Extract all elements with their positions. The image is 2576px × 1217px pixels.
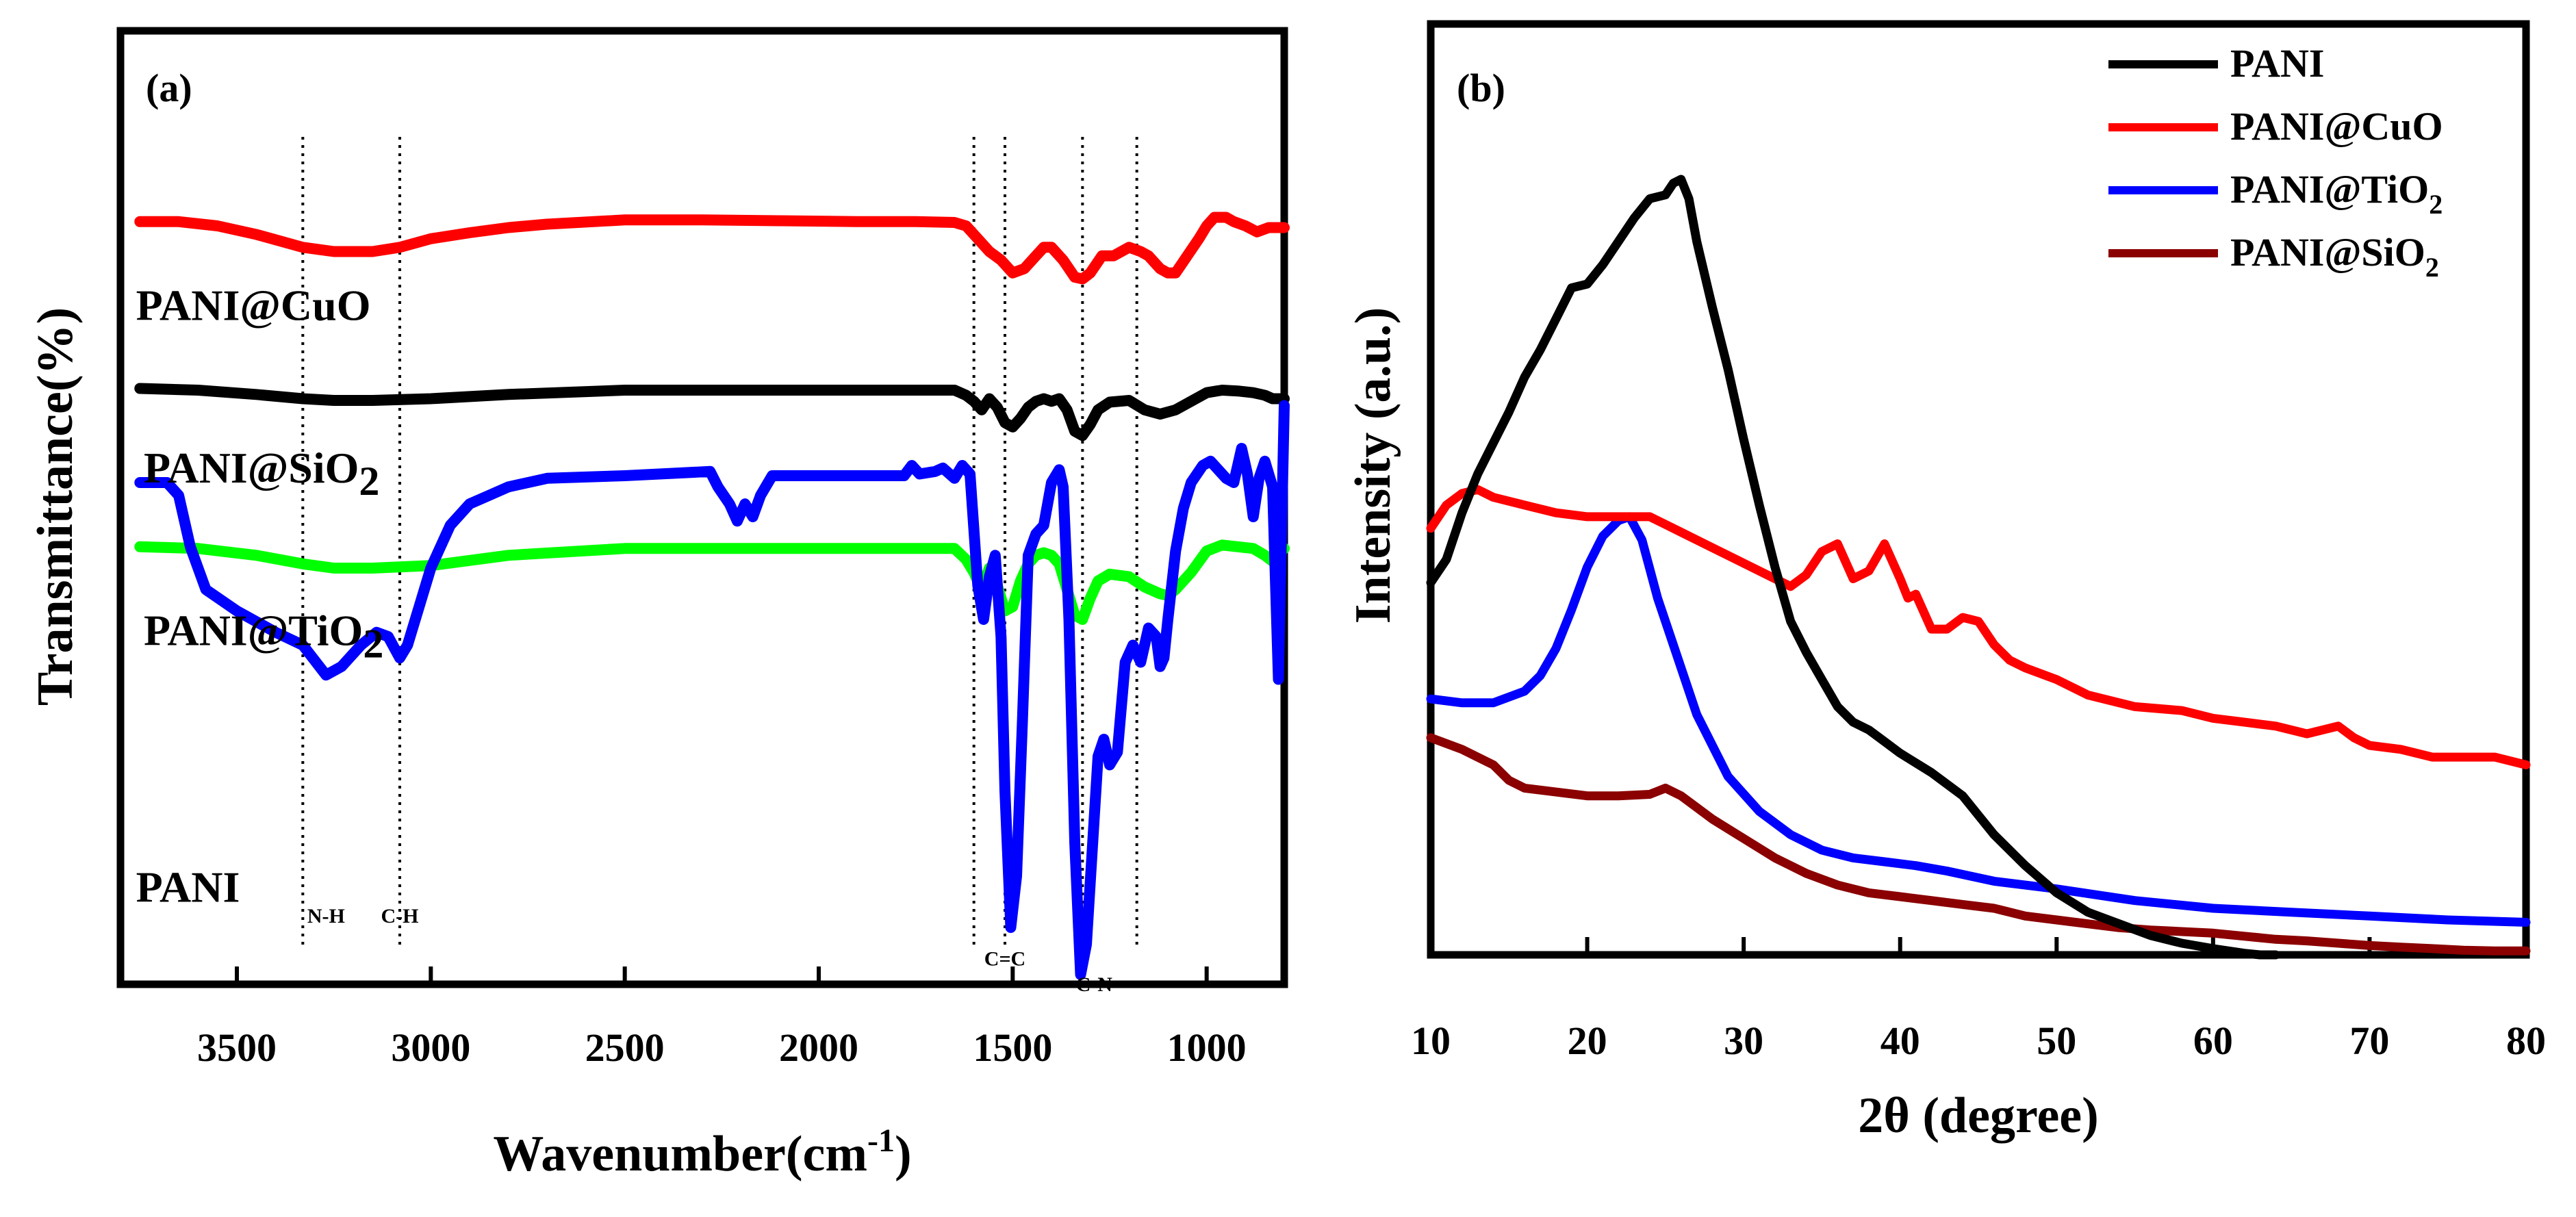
panel-b-x-tick-label: 60 [2193, 1019, 2233, 1063]
panel-b-x-tick-label: 40 [1880, 1019, 1920, 1063]
panel-a-x-tick-label: 1000 [1167, 1025, 1247, 1070]
panel-a-peak-label: C=C [984, 948, 1025, 971]
panel-b-legend-label: PANI@SiO2 [2230, 230, 2439, 283]
panel-b-label: (b) [1457, 66, 1505, 110]
panel-a-series-line-pani-sio2 [140, 389, 1284, 436]
panel-b-x-tick-label: 70 [2349, 1019, 2389, 1063]
panel-b-legend-label: PANI [2230, 41, 2324, 86]
panel-a-label: (a) [146, 66, 192, 110]
panel-a-x-tick-label: 2500 [585, 1025, 665, 1070]
panel-b-x-tick-label: 20 [1568, 1019, 1607, 1063]
panel-a-x-axis-title: Wavenumber(cm-1) [493, 1123, 911, 1182]
panel-b-x-tick-label: 80 [2506, 1019, 2546, 1063]
panel-a-frame [120, 31, 1284, 984]
panel-b-xrd-chart: (b) 10 20 30 40 50 60 70 80 PANI PANI@CuO PANI@Ti… [1345, 24, 2546, 1144]
panel-b-x-tick-label: 30 [1724, 1019, 1763, 1063]
panel-b-x-tick-label: 10 [1411, 1019, 1451, 1063]
panel-a-x-tick-label: 2000 [779, 1025, 858, 1070]
panel-a-ftir-chart: (a) 3500 3000 2500 2000 1500 1000 PANI@CuO PAN… [27, 31, 1284, 1182]
panel-a-peak-label: N-H [307, 905, 345, 927]
panel-a-series [140, 218, 1284, 975]
panel-a-x-tick-label: 3000 [391, 1025, 470, 1070]
panel-a-y-axis-title: Transmittance(%) [27, 307, 84, 706]
panel-a-series-label-pani-cuo: PANI@CuO [136, 281, 371, 330]
panel-b-legend-label: PANI@TiO2 [2230, 167, 2443, 220]
panel-b-x-tick-label: 50 [2037, 1019, 2076, 1063]
panel-b-legend-label: PANI@CuO [2230, 104, 2443, 149]
panel-b-series-line-pani-tio2 [1431, 517, 2526, 923]
panel-b-series-line-pani [1431, 179, 2275, 955]
panel-b-series-line-pani-cuo [1431, 489, 2526, 765]
panel-a-x-tick-label: 1500 [973, 1025, 1052, 1070]
panel-a-series-line-pani-cuo [140, 218, 1284, 279]
panel-b-y-axis-title: Intensity (a.u.) [1345, 307, 1401, 624]
panel-b-legend: PANI PANI@CuO PANI@TiO2 PANI@SiO2 [2108, 41, 2443, 283]
panel-a-x-tick-label: 3500 [197, 1025, 277, 1070]
panel-a-peak-label: C-H [381, 905, 419, 927]
panel-b-x-axis-title: 2θ (degree) [1858, 1088, 2099, 1144]
figure-svg: (a) 3500 3000 2500 2000 1500 1000 PANI@CuOPAN… [0, 0, 2576, 1214]
panel-b-series [1431, 179, 2526, 955]
figure: (a) 3500 3000 2500 2000 1500 1000 PANI@CuO PAN… [0, 0, 2576, 1214]
panel-a-peak-label: C-N [1076, 973, 1113, 996]
panel-a-series-label-pani: PANI [136, 863, 240, 912]
